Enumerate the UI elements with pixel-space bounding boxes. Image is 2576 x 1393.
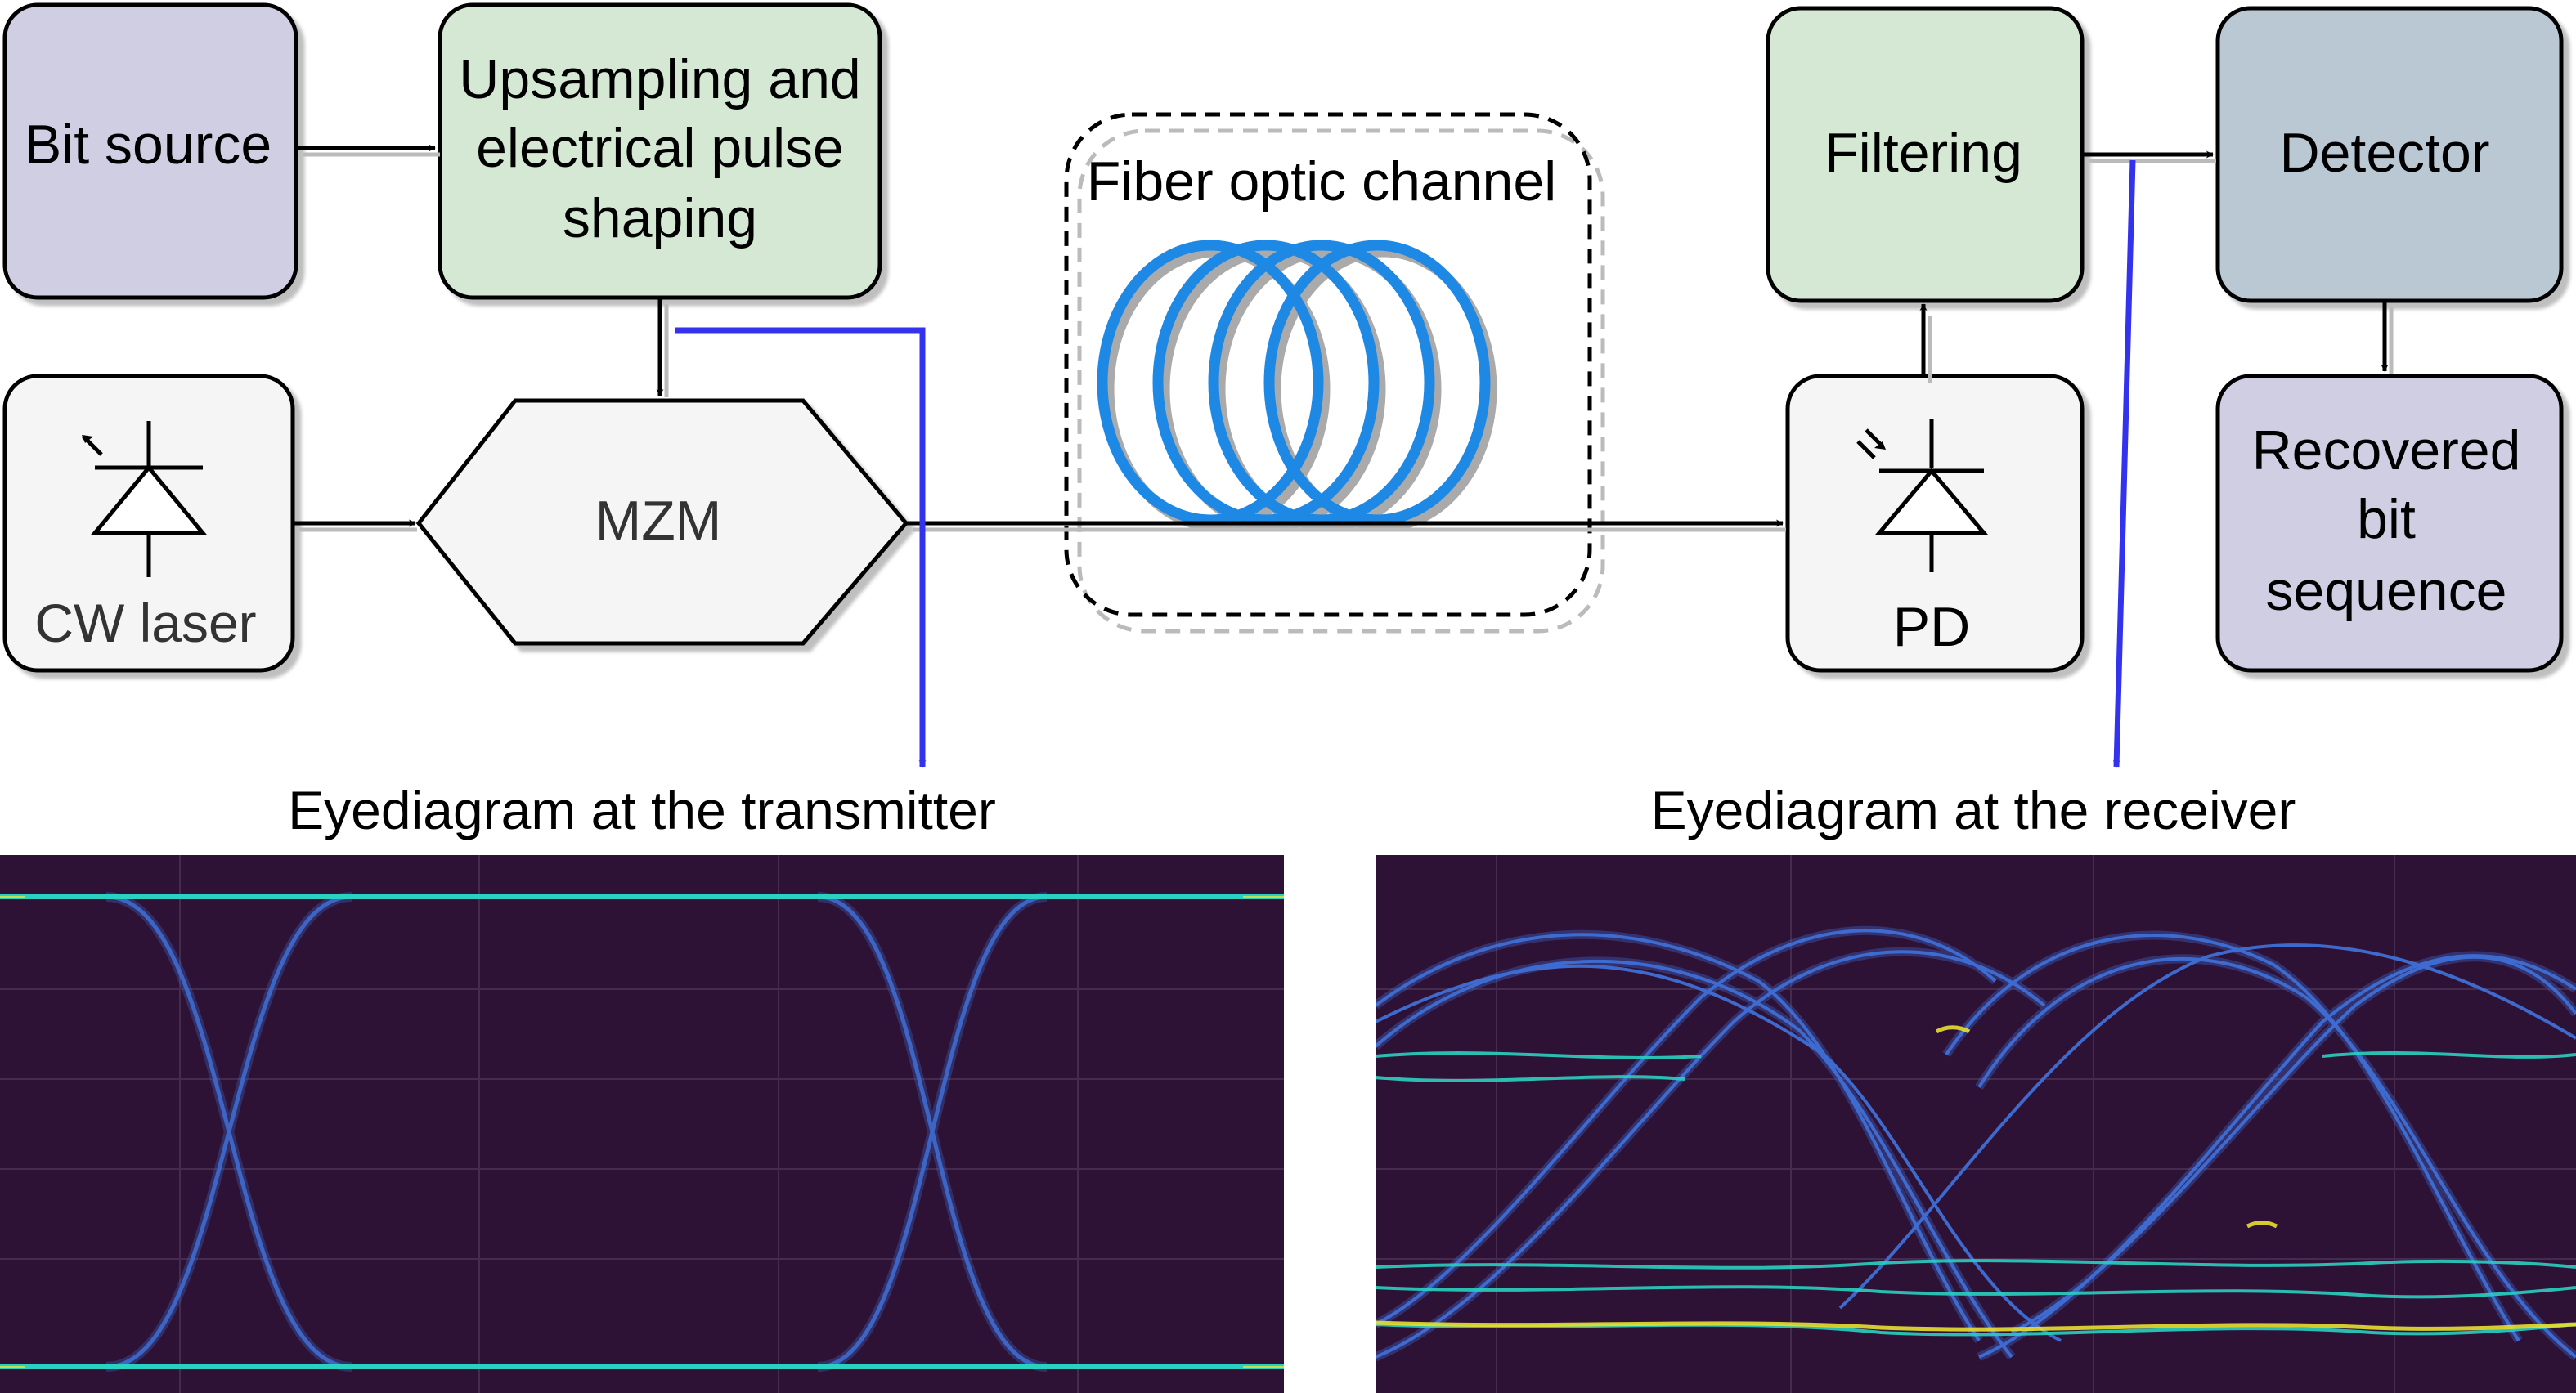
fiber-optic-channel: Fiber optic channel: [1064, 112, 1605, 634]
transmitter-eyediagram-title: Eyediagram at the transmitter: [288, 780, 996, 840]
photodiode-label: PD: [1893, 596, 1970, 658]
signal-connectors: [293, 144, 2394, 532]
fiber-coil-icon: [1097, 240, 1497, 532]
detector-label: Detector: [2280, 122, 2490, 184]
receiver-probe-arrow: [2112, 159, 2136, 768]
recovered-label-line-1: Recovered: [2252, 419, 2521, 482]
laser-diode-icon: [82, 421, 208, 577]
pulse-shaping-block: Upsampling and electrical pulse shaping: [438, 2, 882, 300]
fiber-channel-label: Fiber optic channel: [1087, 150, 1557, 213]
receiver-eyediagram-title: Eyediagram at the receiver: [1651, 780, 2296, 840]
probe-arrows: [675, 159, 2136, 768]
pulse-shaping-label-line-3: shaping: [563, 187, 757, 249]
filtering-label: Filtering: [1824, 122, 2022, 184]
pulse-shaping-label-line-1: Upsampling and: [459, 48, 860, 110]
recovered-label-line-2: bit: [2357, 488, 2416, 550]
photodiode-icon: [1856, 419, 1989, 572]
mzm-label: MZM: [595, 490, 722, 552]
cw-laser-block: CW laser: [2, 374, 295, 673]
recovered-label-line-3: sequence: [2266, 560, 2507, 622]
recovered-bit-sequence-block: Recovered bit sequence: [2215, 374, 2564, 673]
pulse-shaping-label-line-2: electrical pulse: [476, 117, 844, 179]
transmitter-traces: [0, 892, 1284, 1372]
receiver-eyediagram: [1376, 855, 2576, 1393]
transmitter-eyediagram: [0, 855, 1284, 1393]
filtering-block: Filtering: [1766, 6, 2085, 303]
mzm-block: MZM: [415, 398, 909, 646]
photodiode-block: PD: [1785, 374, 2085, 673]
bit-source-label: Bit source: [25, 114, 272, 176]
detector-block: Detector: [2215, 6, 2564, 303]
receiver-traces: [1376, 925, 2576, 1362]
bit-source-block: Bit source: [2, 2, 298, 300]
transmitter-probe-arrow: [675, 327, 927, 768]
cw-laser-label: CW laser: [34, 593, 256, 653]
